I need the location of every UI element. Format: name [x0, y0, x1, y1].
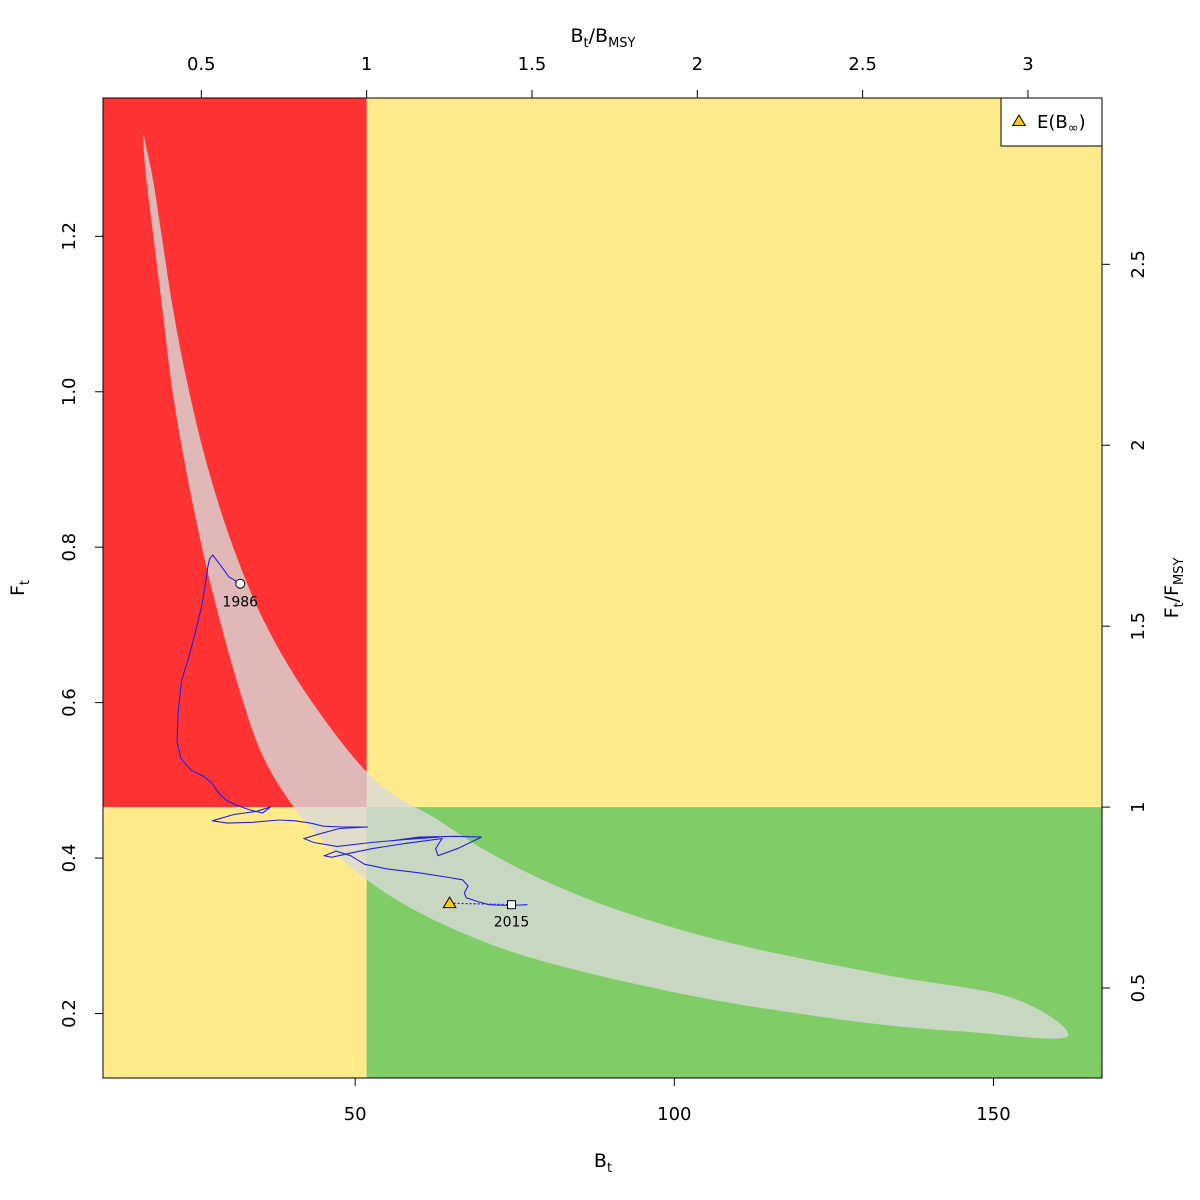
y-right-tick-label: 2 — [1128, 439, 1149, 450]
y-axis-right: 0.5 1 1.5 2 2.5 — [1102, 250, 1149, 1002]
y-tick-label: 0.2 — [59, 999, 80, 1028]
expected-biomass-triangle — [442, 896, 457, 909]
x-top-tick-label: 2.5 — [848, 54, 877, 75]
x-top-tick-label: 0.5 — [187, 54, 216, 75]
x-axis-title: Bt — [594, 1150, 612, 1176]
trajectory-line — [176, 554, 528, 907]
legend-label: E(B∞) — [1037, 112, 1086, 136]
y-tick-label: 1.2 — [59, 222, 80, 251]
confidence-region — [143, 133, 1069, 1039]
x-tick-label: 150 — [976, 1104, 1010, 1125]
y-right-tick-label: 1 — [1128, 801, 1149, 812]
x-top-tick-label: 1 — [361, 54, 372, 75]
y-right-tick-label: 1.5 — [1128, 612, 1149, 641]
end-point-2015 — [507, 900, 517, 910]
x-tick-label: 100 — [657, 1104, 691, 1125]
plot-frame — [102, 97, 1103, 1079]
start-point-1986 — [235, 578, 246, 589]
x-top-tick-label: 1.5 — [518, 54, 547, 75]
y-axis-title: Ft — [7, 580, 33, 596]
y-tick-label: 0.8 — [59, 533, 80, 562]
x-axis-bottom: 50 100 150 — [344, 1078, 1011, 1125]
y-right-tick-label: 2.5 — [1128, 250, 1149, 279]
y-axis-left: 0.2 0.4 0.6 0.8 1.0 1.2 — [59, 222, 103, 1028]
y-tick-label: 1.0 — [59, 377, 80, 406]
x-top-tick-label: 2 — [692, 54, 703, 75]
legend-triangle-icon — [1011, 114, 1027, 126]
x-tick-label: 50 — [344, 1104, 367, 1125]
x-top-tick-label: 3 — [1022, 54, 1033, 75]
y-tick-label: 0.4 — [59, 844, 80, 873]
y-tick-label: 0.6 — [59, 688, 80, 717]
start-year-label: 1986 — [222, 595, 258, 611]
legend: E(B∞) — [1000, 97, 1103, 147]
y-right-axis-title: Ft/FMSY — [1161, 558, 1187, 619]
zone-red-upper-left — [103, 98, 367, 808]
x-axis-top: 0.5 1 1.5 2 2.5 3 — [187, 54, 1034, 98]
y-right-tick-label: 0.5 — [1128, 974, 1149, 1003]
zone-yellow-lower-left — [103, 807, 367, 1078]
x-top-axis-title: Bt/BMSY — [570, 25, 635, 51]
end-year-label: 2015 — [494, 915, 530, 931]
zone-yellow-upper-right — [366, 98, 1102, 808]
